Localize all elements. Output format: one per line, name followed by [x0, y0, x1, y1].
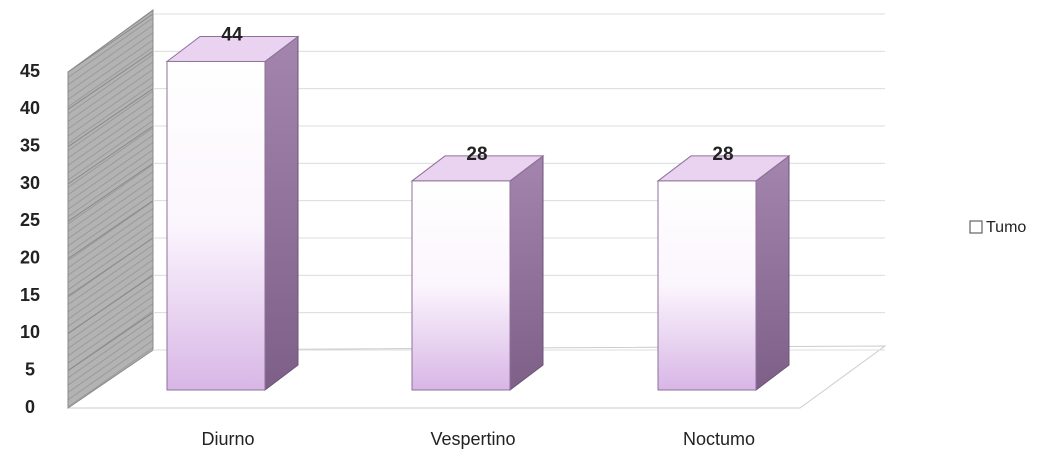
- wall-grid-line: [67, 162, 154, 222]
- y-tick-label: 40: [20, 98, 40, 118]
- bar: [166, 60, 266, 391]
- value-label: 44: [221, 24, 243, 45]
- x-tick-label: Vespertino: [430, 429, 515, 449]
- wall-grid-line: [67, 237, 154, 297]
- wall-grid-line: [67, 125, 154, 185]
- y-tick-label: 20: [20, 247, 40, 267]
- value-label: 28: [466, 144, 487, 165]
- legend-label: Tumo: [986, 219, 1026, 236]
- y-tick-label: 10: [20, 322, 40, 342]
- y-tick-label: 15: [20, 285, 40, 305]
- value-label: 28: [712, 144, 733, 165]
- x-tick-label: Diurno: [201, 429, 254, 449]
- bar-side: [264, 35, 299, 392]
- legend-swatch: [969, 220, 983, 234]
- y-tick-label: 30: [20, 173, 40, 193]
- wall-grid-line: [67, 88, 154, 148]
- y-tick-label: 5: [25, 359, 35, 379]
- y-tick-label: 25: [20, 210, 40, 230]
- y-tick-label: 35: [20, 135, 40, 155]
- bar: [411, 180, 511, 391]
- wall-grid-line: [67, 274, 154, 334]
- wall-grid-line: [67, 349, 154, 409]
- wall-grid-line: [67, 13, 154, 73]
- y-tick-label: 0: [25, 397, 35, 417]
- bar-side: [755, 154, 790, 392]
- wall-grid-line: [67, 312, 154, 372]
- wall-grid-line: [67, 200, 154, 260]
- x-tick-label: Noctumo: [683, 429, 755, 449]
- bar: [657, 180, 757, 391]
- bar-side: [509, 154, 544, 392]
- y-tick-label: 45: [20, 61, 40, 81]
- wall-grid-line: [67, 50, 154, 110]
